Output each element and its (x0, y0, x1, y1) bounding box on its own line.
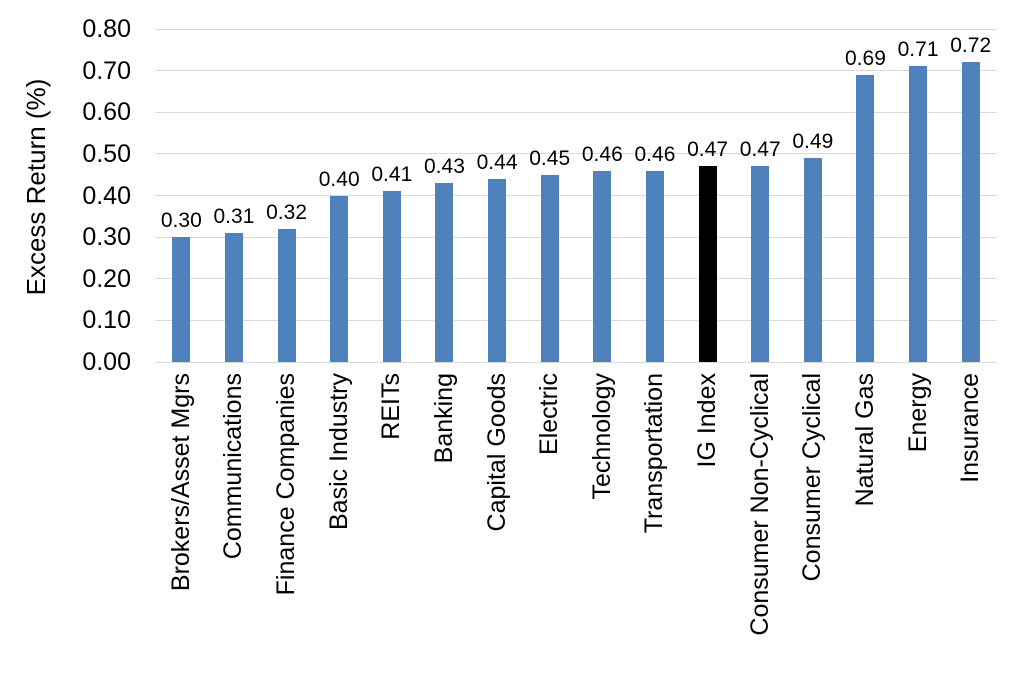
bar (224, 232, 243, 362)
bar-value-label: 0.31 (213, 204, 255, 228)
y-tick-label: 0.30 (82, 223, 131, 252)
bar-value-label: 0.30 (160, 209, 202, 233)
y-tick-label: 0.50 (82, 139, 131, 168)
category-label: Energy (903, 373, 932, 453)
bar (382, 191, 401, 362)
bar (961, 62, 980, 362)
category-label: Consumer Cyclical (798, 373, 827, 582)
bar-value-label: 0.71 (897, 38, 939, 62)
bar-value-label: 0.45 (529, 146, 571, 170)
bar (172, 237, 191, 362)
gridline (155, 70, 997, 72)
bar (698, 166, 717, 362)
bar (909, 66, 928, 362)
gridline (155, 28, 997, 30)
gridline (155, 361, 997, 363)
bar (856, 74, 875, 362)
bar-value-label: 0.47 (739, 138, 781, 162)
category-label: IG Index (693, 373, 722, 468)
bar-value-label: 0.47 (687, 138, 728, 162)
category-label: Insurance (956, 373, 985, 483)
category-label: Transportation (640, 373, 669, 534)
bar-value-label: 0.40 (318, 167, 360, 191)
y-tick-label: 0.20 (82, 264, 131, 293)
y-tick-label: 0.60 (82, 98, 131, 127)
gridline (155, 278, 997, 280)
bar-value-label: 0.41 (371, 163, 413, 187)
bar-value-label: 0.49 (792, 130, 834, 154)
bar (803, 158, 822, 362)
bar-value-label: 0.32 (266, 200, 307, 224)
bar-value-label: 0.43 (424, 155, 465, 178)
y-tick-label: 0.10 (82, 306, 131, 335)
bar (645, 170, 664, 362)
y-tick-label: 0.00 (82, 348, 131, 376)
category-label: Natural Gas (850, 373, 879, 507)
gridline (155, 111, 997, 113)
category-label: Finance Companies (272, 373, 301, 596)
category-label: Technology (587, 373, 616, 500)
category-label: Banking (429, 373, 458, 464)
category-label: Capital Goods (482, 373, 511, 532)
gridline (155, 153, 997, 155)
gridline (155, 195, 997, 196)
bar-value-label: 0.72 (950, 34, 992, 58)
y-tick-label: 0.70 (82, 56, 131, 85)
category-label: Communications (219, 373, 248, 560)
category-label: Basic Industry (324, 373, 353, 531)
bar (277, 228, 296, 362)
bar (330, 195, 349, 362)
gridline (155, 319, 997, 321)
bar (593, 170, 612, 362)
y-tick-label: 0.40 (82, 181, 131, 210)
category-label: REITs (377, 373, 406, 440)
bar (540, 174, 559, 362)
bar-value-label: 0.69 (845, 46, 886, 70)
bar (751, 166, 770, 362)
category-label: Brokers/Asset Mgrs (166, 373, 195, 592)
bar (435, 183, 454, 362)
category-label: Consumer Non-Cyclical (745, 373, 774, 636)
gridline (155, 236, 997, 238)
bar-value-label: 0.46 (581, 142, 623, 166)
y-tick-label: 0.80 (82, 15, 131, 43)
bar (488, 178, 507, 362)
category-label: Electric (535, 373, 564, 455)
bar-value-label: 0.46 (634, 142, 676, 166)
bar-value-label: 0.44 (476, 150, 518, 174)
